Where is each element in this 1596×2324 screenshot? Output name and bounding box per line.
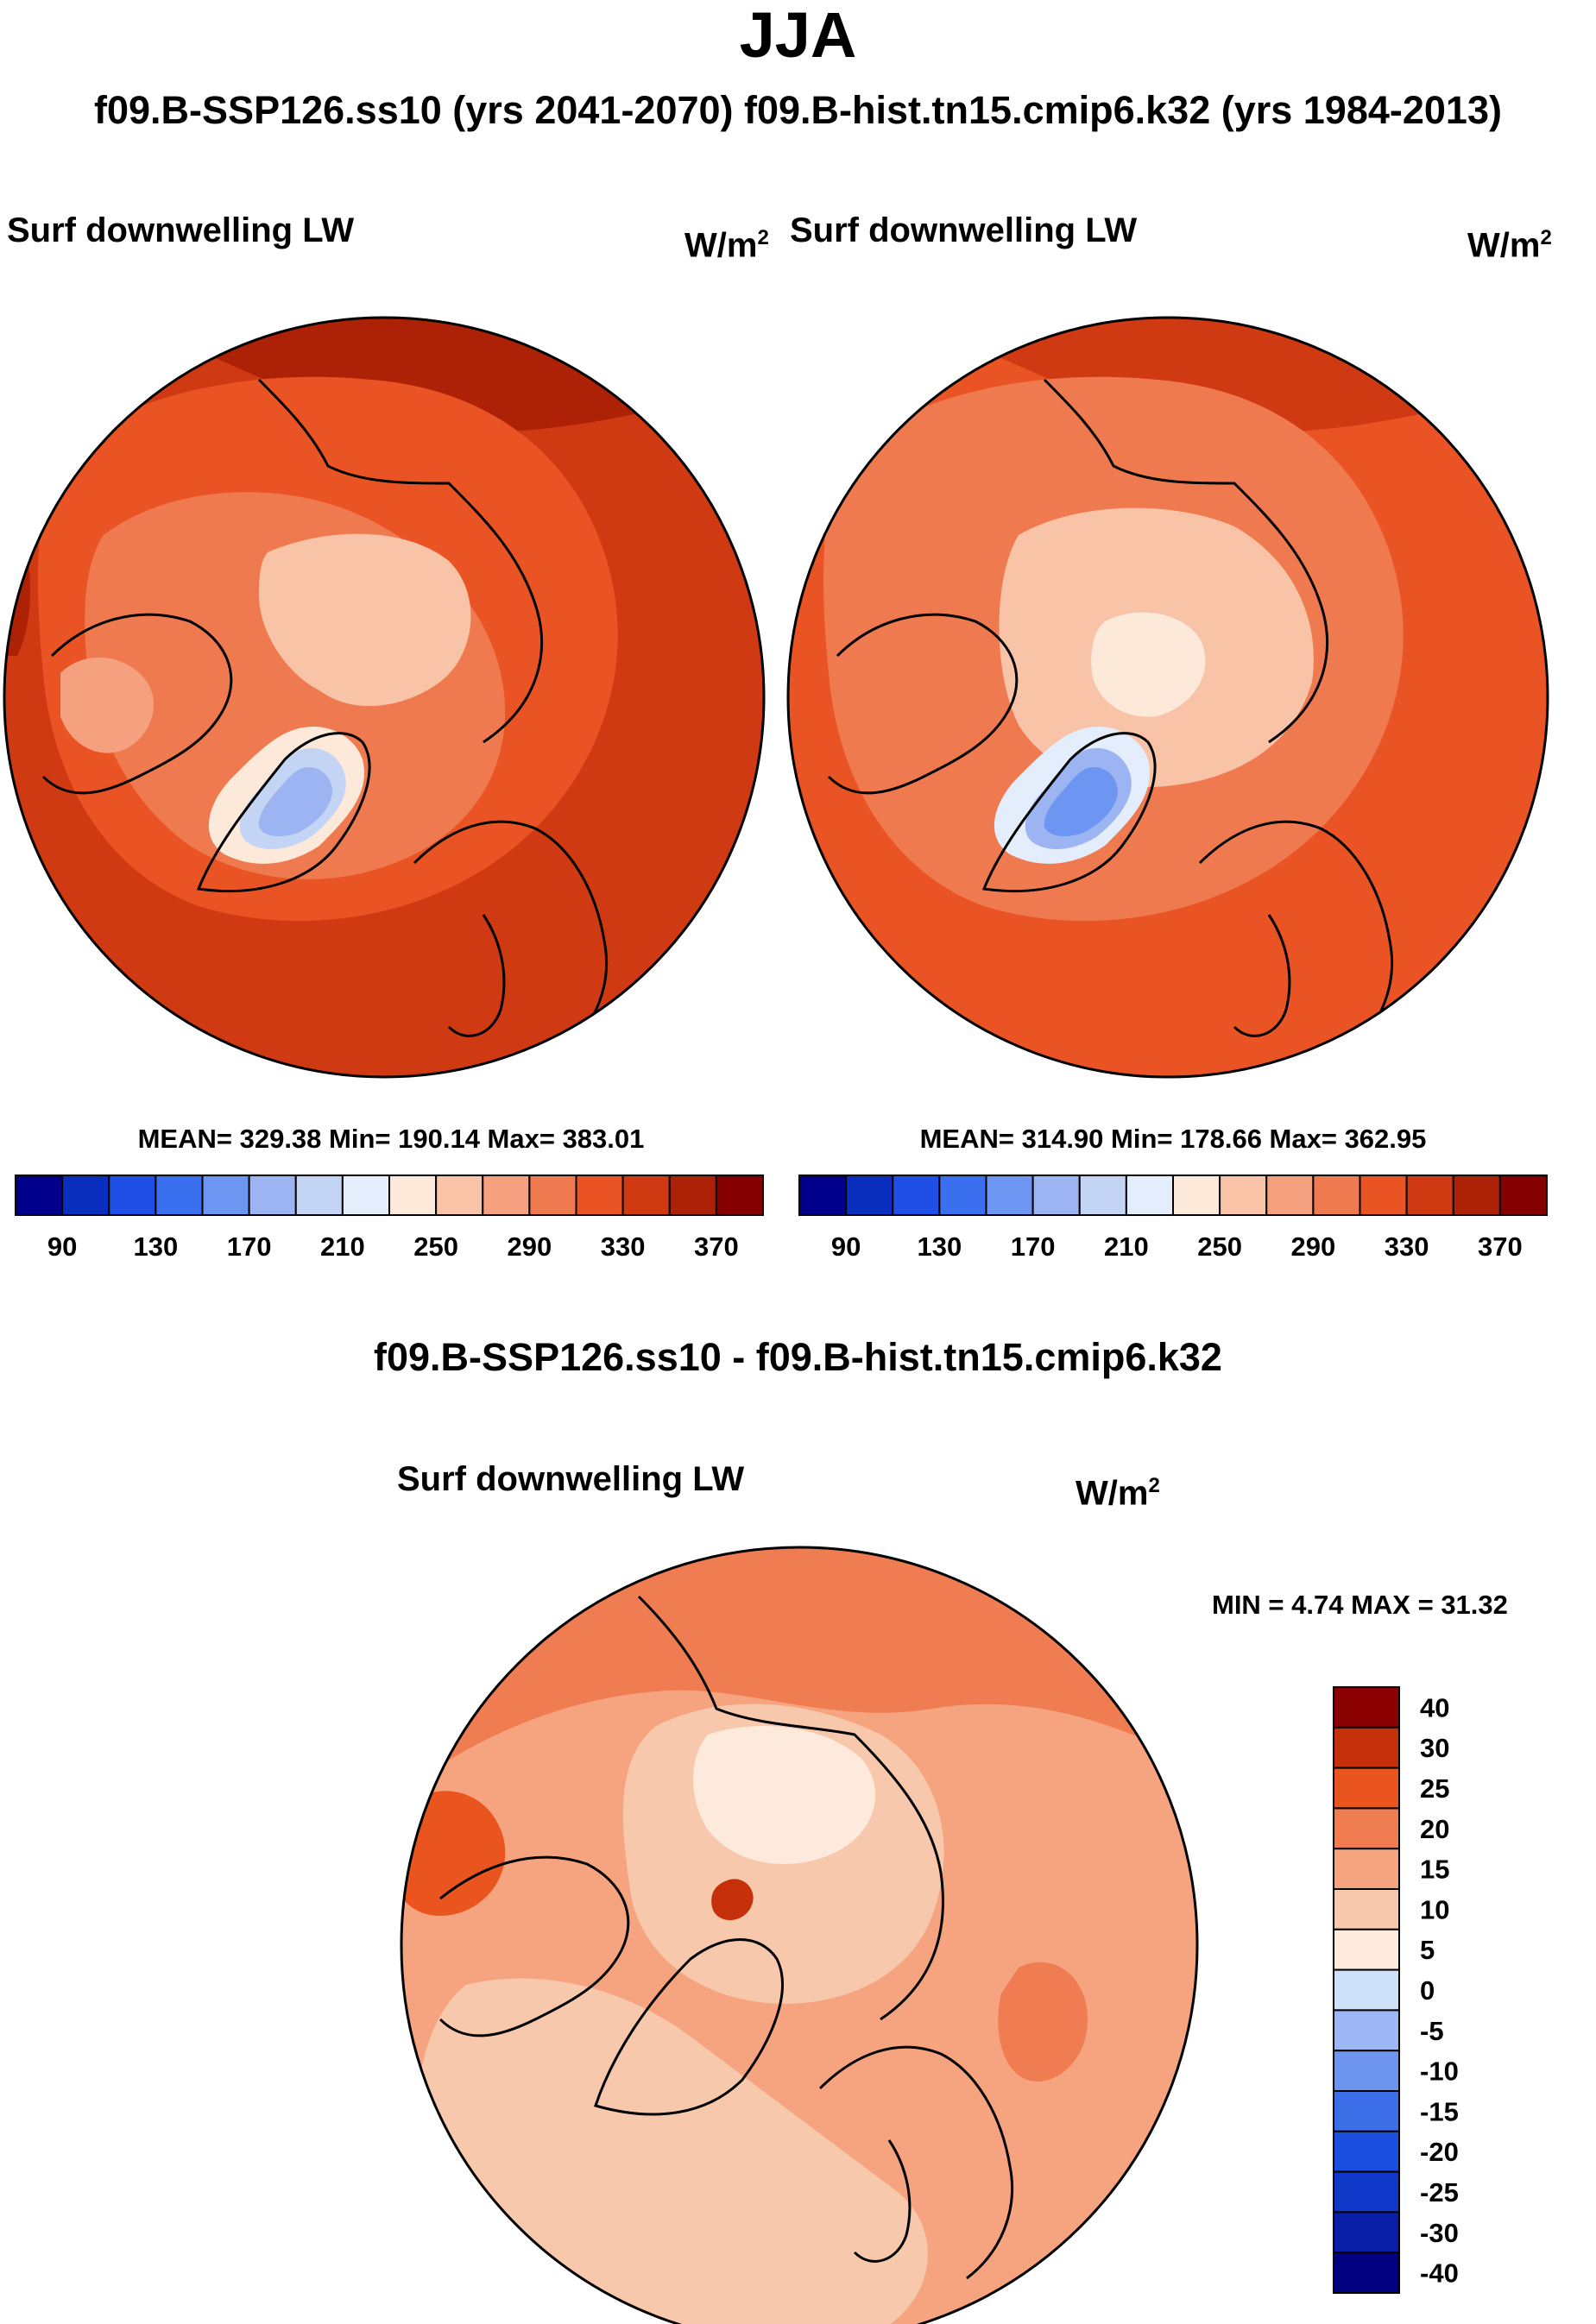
colorbar-difference-tick-label: 5 — [1420, 1935, 1435, 1965]
colorbar-ssp126-swatch — [294, 1175, 344, 1216]
colorbar-ssp126-swatch — [482, 1175, 531, 1216]
colorbar-difference-swatch — [1333, 1888, 1400, 1930]
colorbar-difference-tick-label: -25 — [1420, 2177, 1459, 2207]
colorbar-ssp126-tick-label: 330 — [601, 1231, 646, 1262]
colorbar-hist-swatch — [1312, 1175, 1361, 1216]
colorbar-difference-swatch — [1333, 1968, 1400, 2012]
colorbar-difference-swatch — [1333, 1686, 1400, 1729]
diff-header: f09.B-SSP126.ss10 - f09.B-hist.tn15.cmip… — [374, 1335, 1222, 1379]
colorbar-ssp126-tick-label: 170 — [227, 1231, 272, 1262]
colorbar-hist-tick-label: 290 — [1291, 1231, 1336, 1262]
colorbar-difference-swatch — [1333, 2170, 1400, 2214]
colorbar-ssp126-swatch — [248, 1175, 297, 1216]
panel1-units: W/m2 — [684, 226, 769, 265]
colorbar-ssp126-swatch — [715, 1175, 764, 1216]
colorbar-difference-swatch — [1333, 2130, 1400, 2173]
map-difference — [401, 1547, 1197, 2324]
colorbar-difference-swatch — [1333, 1807, 1400, 1850]
colorbar-difference-tick-label: 0 — [1420, 1975, 1435, 2006]
colorbar-difference-swatch — [1333, 2050, 1400, 2092]
panel2-stats: MEAN= 314.90 Min= 178.66 Max= 362.95 — [919, 1124, 1427, 1154]
colorbar-difference-tick-label: 15 — [1420, 1855, 1449, 1885]
colorbar-difference-tick-label: -20 — [1420, 2137, 1459, 2167]
colorbar-hist-swatch — [892, 1175, 941, 1216]
colorbar-difference: 40 30 25 20 15 10 5 0 -5 -10 -15 -20 -25 -30 -40 — [1333, 1686, 1459, 2294]
colorbar-hist-swatch — [798, 1175, 848, 1216]
panel2-units: W/m2 — [1467, 226, 1552, 265]
colorbar-ssp126-swatch — [528, 1175, 577, 1216]
colorbar-hist-tick-label: 170 — [1011, 1231, 1056, 1262]
colorbar-hist-swatch — [1498, 1175, 1548, 1216]
colorbar-hist-swatch — [1078, 1175, 1127, 1216]
colorbar-difference-swatch — [1333, 1848, 1400, 1890]
colorbar-ssp126-swatch — [388, 1175, 438, 1216]
colorbar-hist-swatch — [985, 1175, 1034, 1216]
colorbar-difference-tick-label: -30 — [1420, 2218, 1459, 2248]
colorbar-ssp126-tick-label: 290 — [508, 1231, 552, 1262]
colorbar-hist-swatch — [1452, 1175, 1501, 1216]
colorbar-difference-tick-label: 20 — [1420, 1814, 1449, 1844]
colorbar-ssp126-swatch — [15, 1175, 64, 1216]
colorbar-hist-tick-label: 210 — [1104, 1231, 1149, 1262]
colorbar-hist-swatch — [1405, 1175, 1454, 1216]
colorbar-difference-swatch — [1333, 2211, 1400, 2254]
colorbar-hist-swatch — [1172, 1175, 1221, 1216]
panel1-stats: MEAN= 329.38 Min= 190.14 Max= 383.01 — [137, 1124, 645, 1154]
colorbar-hist-tick-label: 90 — [831, 1231, 861, 1262]
colorbar-difference-swatch — [1333, 2009, 1400, 2052]
colorbar-difference-tick-label: 40 — [1420, 1692, 1449, 1723]
diff-title: Surf downwelling LW — [397, 1460, 745, 1498]
colorbar-ssp126-swatch — [435, 1175, 484, 1216]
colorbar-ssp126-tick-label: 90 — [47, 1231, 77, 1262]
colorbar-ssp126-tick-label: 210 — [320, 1231, 365, 1262]
colorbar-ssp126-tick-label: 370 — [694, 1231, 739, 1262]
colorbar-ssp126-swatch — [155, 1175, 204, 1216]
colorbar-difference-swatch — [1333, 2090, 1400, 2132]
map-ssp126 — [4, 318, 764, 1077]
colorbar-ssp126-swatch — [108, 1175, 157, 1216]
colorbar-difference-swatch — [1333, 1726, 1400, 1769]
colorbar-ssp126-swatch — [621, 1175, 671, 1216]
colorbar-hist-tick-label: 370 — [1478, 1231, 1523, 1262]
colorbar-difference-tick-label: -5 — [1420, 2016, 1444, 2046]
panel2-title: Surf downwelling LW — [790, 211, 1138, 249]
colorbar-ssp126-tick-label: 250 — [413, 1231, 458, 1262]
colorbar-difference-tick-label: -10 — [1420, 2056, 1459, 2087]
colorbar-difference-tick-label: 25 — [1420, 1773, 1449, 1804]
colorbar-hist-swatch — [1031, 1175, 1081, 1216]
colorbar-hist-swatch — [1125, 1175, 1174, 1216]
colorbar-ssp126: 90 130 170 210 250 290 330 370 — [15, 1175, 764, 1262]
map-hist — [788, 318, 1548, 1077]
colorbar-difference-tick-label: -40 — [1420, 2258, 1459, 2289]
diff-minmax: MIN = 4.74 MAX = 31.32 — [1212, 1590, 1508, 1620]
colorbar-ssp126-swatch — [341, 1175, 390, 1216]
colorbar-ssp126-swatch — [668, 1175, 717, 1216]
colorbar-hist-tick-label: 250 — [1197, 1231, 1242, 1262]
colorbar-difference-tick-label: 10 — [1420, 1894, 1449, 1924]
colorbar-hist-swatch — [938, 1175, 987, 1216]
colorbar-difference-tick-label: 30 — [1420, 1733, 1449, 1763]
colorbar-difference-swatch — [1333, 1928, 1400, 1971]
colorbar-hist-tick-label: 330 — [1385, 1231, 1429, 1262]
diff-units: W/m2 — [1076, 1474, 1160, 1513]
panel1-title: Surf downwelling LW — [7, 211, 355, 249]
colorbar-hist-swatch — [845, 1175, 894, 1216]
colorbar-difference-swatch — [1333, 2252, 1400, 2294]
colorbar-difference-swatch — [1333, 1767, 1400, 1810]
colorbar-ssp126-tick-label: 130 — [134, 1231, 179, 1262]
colorbar-hist: 90 130 170 210 250 290 330 370 — [798, 1175, 1548, 1262]
colorbar-ssp126-swatch — [575, 1175, 624, 1216]
colorbar-hist-tick-label: 130 — [918, 1231, 962, 1262]
main-title: JJA — [739, 0, 857, 71]
colorbar-hist-swatch — [1219, 1175, 1268, 1216]
colorbar-ssp126-swatch — [201, 1175, 250, 1216]
colorbar-hist-swatch — [1359, 1175, 1408, 1216]
colorbar-hist-swatch — [1265, 1175, 1315, 1216]
subtitle: f09.B-SSP126.ss10 (yrs 2041-2070) f09.B-… — [94, 88, 1502, 132]
colorbar-ssp126-swatch — [61, 1175, 110, 1216]
colorbar-difference-tick-label: -15 — [1420, 2096, 1459, 2126]
